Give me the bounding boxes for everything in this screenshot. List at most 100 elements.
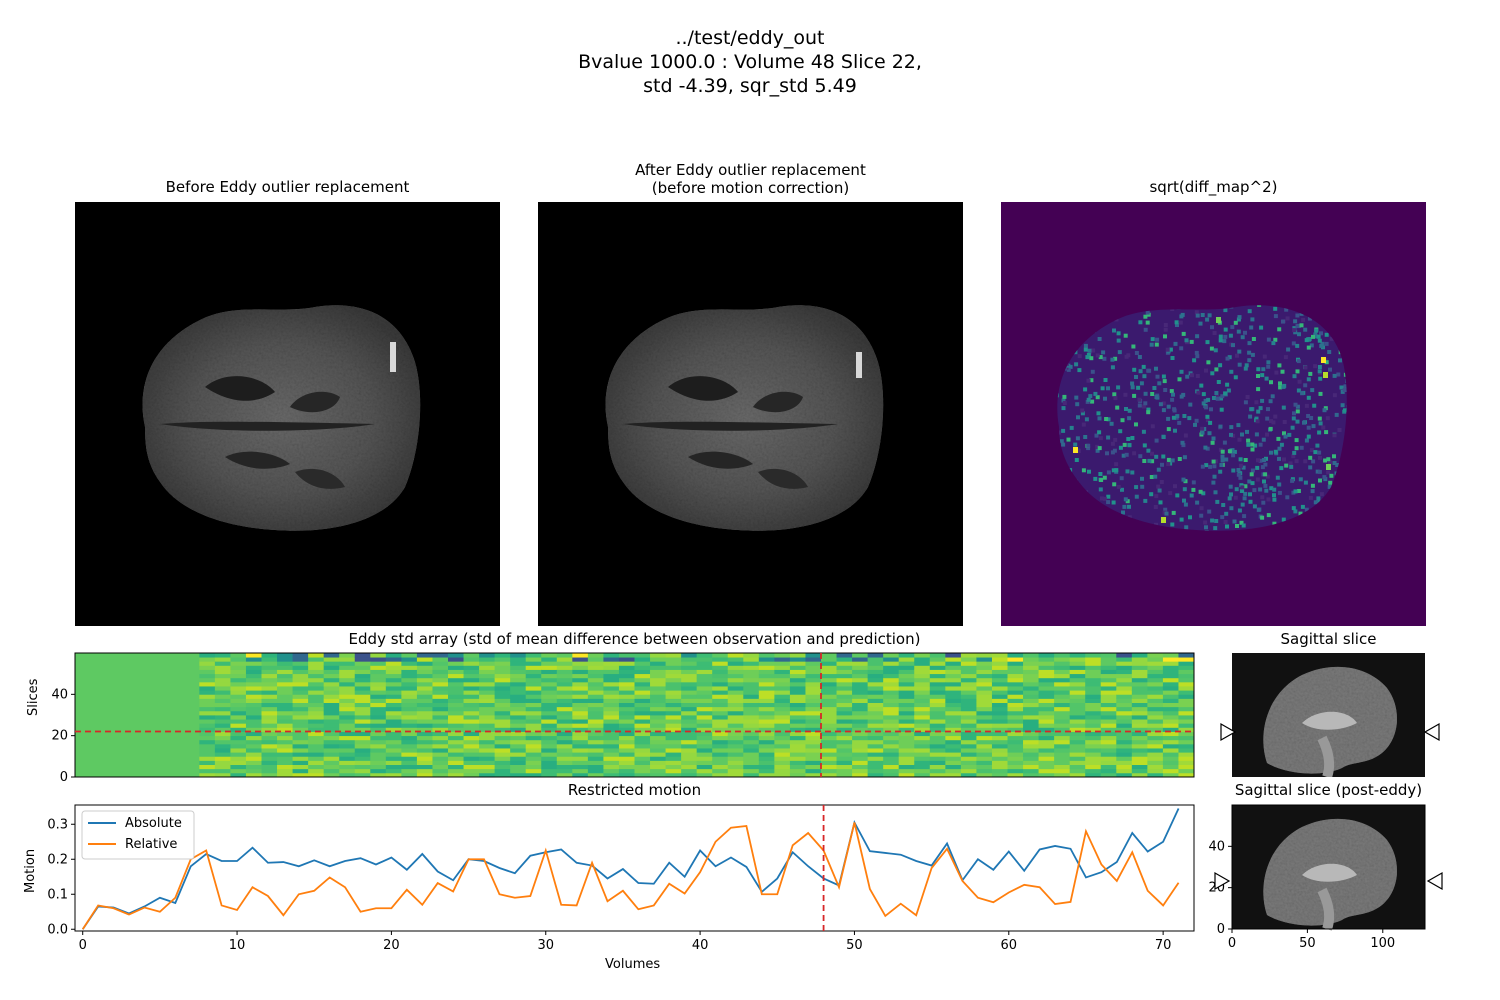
diff-pixel [1262,479,1266,484]
diff-pixel [1175,414,1180,419]
diff-pixel [1338,358,1342,363]
diff-pixel [1125,469,1130,474]
diff-pixel [1163,507,1168,512]
std-cell [914,752,931,757]
diff-pixel [1313,364,1318,369]
std-cell [1147,756,1164,761]
std-cell [991,702,1008,708]
std-cell [852,727,869,732]
std-cell [1023,748,1039,753]
diff-pixel [1052,494,1056,498]
std-cell [805,752,822,757]
diff-pixel [1293,330,1298,335]
diff-pixel [1170,307,1175,311]
std-cell [339,715,356,720]
std-cell [323,673,340,679]
diff-pixel [1263,462,1268,467]
std-cell [292,706,309,712]
diff-pixel [1143,314,1148,319]
std-cell [681,772,698,778]
std-cell [929,768,946,774]
std-cell [696,677,713,683]
diff-pixel [1075,324,1080,329]
std-cell [199,669,216,675]
std-cell [323,694,340,699]
std-cell [230,661,247,666]
diff-pixel [1194,418,1199,423]
std-cell [416,727,433,732]
std-cell [323,681,340,687]
std-cell [914,772,931,778]
diff-pixel [1255,465,1260,470]
std-cell [929,665,946,670]
std-cell [401,772,418,778]
diff-pixel [1202,427,1207,431]
std-cell [634,681,651,687]
std-cell [945,723,962,728]
std-cell [354,702,371,708]
std-cell [867,669,884,675]
std-cell [354,764,371,770]
std-cell [230,764,247,770]
std-cell [727,731,744,737]
diff-pixel [1223,308,1228,313]
std-cell [774,743,791,749]
std-cell [696,743,713,749]
diff-pixel [1216,380,1221,384]
std-cell [634,710,651,716]
diff-pixel [1288,461,1293,466]
std-cell [385,764,402,770]
diff-pixel [1290,425,1295,430]
diff-pixel [1164,511,1169,516]
std-cell [883,665,900,670]
std-cell [587,760,604,765]
diff-pixel [1239,483,1244,488]
std-cell [525,657,542,662]
std-cell [1085,698,1102,703]
std-cell [945,653,962,658]
diff-pixel [1085,399,1090,404]
diff-pixel [1220,515,1225,520]
std-cell [308,715,325,720]
std-cell [587,681,604,687]
std-cell [463,756,480,761]
diff-pixel [1344,496,1347,501]
std-cell [805,698,822,703]
diff-pixel [1134,494,1139,499]
std-cell [494,681,511,687]
std-cell [479,706,496,712]
std-cell [1178,694,1195,699]
diff-pixel [1236,423,1241,428]
std-cell [852,748,869,753]
std-cell [1162,669,1179,675]
std-cell [556,665,573,670]
std-cell [852,715,869,720]
std-cell [991,694,1008,699]
diff-pixel [1277,327,1282,332]
diff-pixel [1247,350,1252,355]
diff-pixel [1172,408,1177,413]
std-cell [1116,731,1133,737]
std-cell [1100,719,1117,724]
diff-pixel [1189,493,1194,498]
std-cell [867,690,884,695]
std-cell [1100,743,1117,749]
diff-pixel [1181,477,1186,482]
right-slice-marker-icon [1423,722,1440,742]
diff-pixel [1195,334,1200,339]
std-cell [479,677,496,683]
std-cell [214,752,231,757]
std-cell [836,702,853,708]
std-cell [308,710,325,716]
std-cell [199,719,216,724]
std-cell [323,756,340,761]
diff-pixel [1165,347,1170,352]
std-cell [883,764,900,770]
diff-pixel [1201,305,1206,308]
diff-pixel [1304,507,1309,512]
std-cell [743,727,760,732]
diff-pixel [1250,317,1255,322]
std-cell [945,743,962,749]
std-cell [494,661,511,666]
std-cell [1054,710,1071,716]
